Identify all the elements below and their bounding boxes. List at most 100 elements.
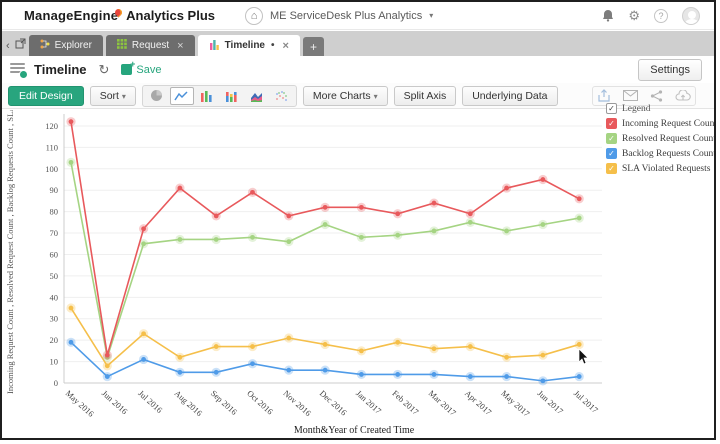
home-icon: ⌂ — [245, 6, 264, 25]
tab-popout-icon[interactable] — [15, 38, 26, 52]
legend-panel: ✓ Legend ✓ Incoming Request Count ✓ Reso… — [606, 103, 716, 178]
refresh-icon[interactable]: ↻ — [98, 61, 110, 77]
tab-request[interactable]: Request × — [105, 35, 195, 56]
workspace-selector[interactable]: ⌂ ME ServiceDesk Plus Analytics ▾ — [245, 6, 434, 25]
export-icon[interactable] — [597, 88, 611, 103]
pie-chart-icon[interactable] — [145, 87, 169, 105]
mouse-cursor — [578, 348, 590, 370]
svg-text:70: 70 — [50, 228, 59, 238]
add-tab-button[interactable]: + — [302, 37, 324, 56]
svg-text:May 2017: May 2017 — [499, 388, 531, 419]
legend-item-sla[interactable]: ✓ SLA Violated Requests — [606, 163, 714, 174]
svg-text:Oct 2016: Oct 2016 — [245, 388, 275, 416]
svg-text:100: 100 — [45, 164, 58, 174]
svg-text:Jul 2017: Jul 2017 — [572, 388, 600, 415]
legend-item-backlog[interactable]: ✓ Backlog Requests Count — [606, 148, 716, 159]
report-list-icon — [10, 63, 28, 79]
action-bar: Edit Design Sort ▾ More Charts ▾ Split A — [2, 83, 714, 109]
bar-chart-icon[interactable] — [195, 87, 219, 105]
svg-text:Sep 2016: Sep 2016 — [209, 388, 239, 417]
share-icon-group — [592, 85, 696, 106]
email-icon[interactable] — [623, 90, 638, 101]
edit-design-button[interactable]: Edit Design — [8, 85, 84, 106]
tab-label: Request — [131, 40, 170, 51]
app-header: ManageEngine Analytics Plus ⌂ ME Service… — [2, 2, 714, 30]
svg-text:Month&Year of Created Time: Month&Year of Created Time — [294, 425, 415, 436]
gear-icon[interactable]: ⚙ — [628, 8, 640, 23]
svg-text:Jun 2016: Jun 2016 — [100, 388, 130, 416]
svg-text:Jun 2017: Jun 2017 — [536, 388, 566, 416]
svg-text:40: 40 — [50, 292, 59, 302]
stacked-bar-icon[interactable] — [220, 87, 244, 105]
settings-button[interactable]: Settings — [638, 58, 702, 81]
product-name: Analytics Plus — [126, 8, 216, 23]
svg-text:Dec 2016: Dec 2016 — [318, 388, 349, 417]
explorer-tree-icon — [40, 39, 50, 52]
close-icon[interactable]: × — [177, 39, 184, 52]
manageengine-logo: ManageEngine — [24, 8, 119, 23]
svg-text:50: 50 — [50, 271, 59, 281]
svg-text:Apr 2017: Apr 2017 — [463, 388, 494, 417]
area-chart-icon[interactable] — [245, 87, 269, 105]
chart-type-group — [141, 84, 297, 107]
legend-title: Legend — [622, 103, 651, 114]
svg-text:90: 90 — [50, 185, 59, 195]
legend-item-label: Incoming Request Count — [622, 118, 716, 129]
bar-chart-icon — [209, 39, 220, 53]
checkbox-icon: ✓ — [606, 103, 617, 114]
share-icon[interactable] — [650, 89, 663, 102]
legend-item-resolved[interactable]: ✓ Resolved Request Count — [606, 133, 714, 144]
svg-text:Feb 2017: Feb 2017 — [390, 388, 420, 417]
modified-indicator: • — [271, 40, 275, 51]
tab-label: Timeline — [224, 40, 265, 51]
save-button[interactable]: Save — [121, 59, 162, 76]
svg-text:Jan 2017: Jan 2017 — [354, 388, 383, 416]
bell-icon[interactable] — [602, 9, 614, 22]
legend-toggle[interactable]: ✓ Legend — [606, 103, 714, 114]
svg-text:60: 60 — [50, 249, 59, 259]
svg-text:Jul 2016: Jul 2016 — [136, 388, 164, 415]
checkbox-icon: ✓ — [606, 133, 617, 144]
close-icon[interactable]: × — [282, 39, 289, 52]
grid-icon — [116, 39, 127, 52]
checkbox-icon: ✓ — [606, 148, 617, 159]
tab-explorer[interactable]: Explorer — [28, 35, 103, 56]
scatter-chart-icon[interactable] — [270, 87, 294, 105]
chevron-down-icon: ▾ — [429, 11, 434, 20]
more-charts-button[interactable]: More Charts ▾ — [302, 85, 388, 106]
svg-text:30: 30 — [50, 314, 59, 324]
legend-item-label: Backlog Requests Count — [622, 148, 716, 159]
svg-text:0: 0 — [54, 378, 58, 388]
header-actions: ⚙ ? — [602, 6, 700, 25]
checkbox-icon: ✓ — [606, 118, 617, 129]
page-title: Timeline — [34, 62, 87, 77]
line-chart-icon[interactable] — [169, 86, 194, 105]
tab-scroll-left-icon[interactable]: ‹ — [6, 40, 10, 52]
checkbox-icon: ✓ — [606, 163, 617, 174]
chevron-down-icon: ▾ — [373, 91, 378, 101]
tab-timeline[interactable]: Timeline • × — [197, 35, 300, 56]
svg-text:20: 20 — [50, 335, 59, 345]
svg-text:Mar 2017: Mar 2017 — [427, 388, 458, 418]
legend-item-label: SLA Violated Requests — [622, 163, 711, 174]
help-icon[interactable]: ? — [654, 8, 668, 23]
svg-text:120: 120 — [45, 121, 58, 131]
cloud-upload-icon[interactable] — [675, 89, 691, 102]
chart-panel: Incoming Request Count , Resolved Reques… — [2, 103, 714, 438]
save-icon — [121, 59, 135, 75]
split-axis-button[interactable]: Split Axis — [393, 85, 457, 106]
svg-text:80: 80 — [50, 207, 59, 217]
view-toolbar: Timeline ↻ Save Settings — [2, 56, 714, 83]
tab-bar: ‹ Explorer Request × Timeline • × + — [2, 31, 714, 56]
svg-text:Aug 2016: Aug 2016 — [173, 388, 205, 418]
chevron-down-icon: ▾ — [121, 91, 126, 101]
underlying-data-button[interactable]: Underlying Data — [462, 85, 558, 106]
svg-text:May 2016: May 2016 — [64, 388, 96, 419]
sort-button[interactable]: Sort ▾ — [89, 85, 136, 106]
legend-item-incoming[interactable]: ✓ Incoming Request Count — [606, 118, 716, 129]
svg-text:Nov 2016: Nov 2016 — [281, 388, 313, 418]
avatar[interactable] — [682, 6, 700, 25]
tab-label: Explorer — [54, 40, 92, 51]
